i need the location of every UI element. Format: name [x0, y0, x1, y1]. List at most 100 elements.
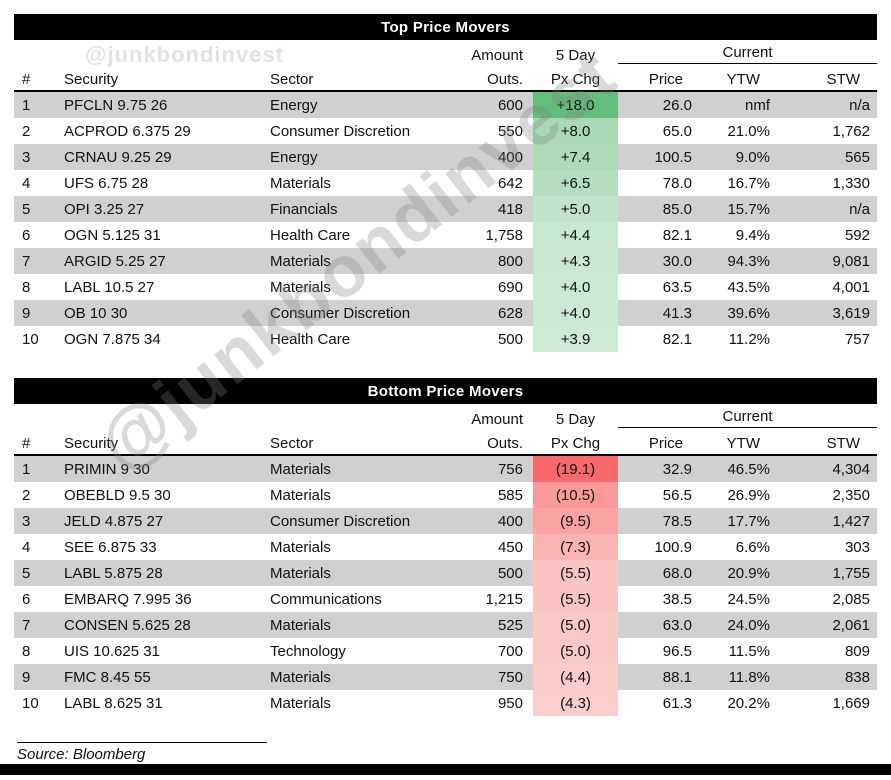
- cell-sector: Communications: [270, 590, 382, 608]
- cell-sector: Health Care: [270, 330, 351, 348]
- cell-stw: 2,061: [832, 616, 870, 634]
- cell-security: OBEBLD 9.5 30: [64, 486, 171, 504]
- cell-ytw: 20.2%: [727, 694, 770, 712]
- table-row: 9 OB 10 30 Consumer Discretion 628 +4.0 …: [14, 300, 877, 326]
- table-row: 10 LABL 8.625 31 Materials 950 (4.3) 61.…: [14, 690, 877, 716]
- cell-px-chg: (19.1): [533, 456, 618, 482]
- table-row: 1 PRIMIN 9 30 Materials 756 (19.1) 32.9 …: [14, 456, 877, 482]
- cell-ytw: 24.5%: [727, 590, 770, 608]
- table-row: 3 JELD 4.875 27 Consumer Discretion 400 …: [14, 508, 877, 534]
- cell-price: 96.5: [662, 642, 692, 660]
- cell-amount-outs: 418: [497, 200, 523, 218]
- cell-security: LABL 10.5 27: [64, 278, 155, 296]
- cell-price: 85.0: [662, 200, 692, 218]
- cell-ytw: 15.7%: [727, 200, 770, 218]
- col-header-stw: STW: [826, 71, 860, 88]
- cell-security: JELD 4.875 27: [64, 512, 164, 530]
- cell-security: OB 10 30: [64, 304, 128, 322]
- cell-rank: 8: [22, 278, 31, 296]
- col-header-price: Price: [648, 435, 683, 452]
- cell-sector: Health Care: [270, 226, 351, 244]
- cell-px-chg: (10.5): [533, 482, 618, 508]
- cell-amount-outs: 628: [497, 304, 523, 322]
- cell-price: 63.0: [662, 616, 692, 634]
- cell-amount-outs: 750: [497, 668, 523, 686]
- cell-amount-outs: 600: [497, 96, 523, 114]
- cell-security: FMC 8.45 55: [64, 668, 151, 686]
- table-row: 6 EMBARQ 7.995 36 Communications 1,215 (…: [14, 586, 877, 612]
- table-row: 10 OGN 7.875 34 Health Care 500 +3.9 82.…: [14, 326, 877, 352]
- table-row: 7 ARGID 5.25 27 Materials 800 +4.3 30.0 …: [14, 248, 877, 274]
- col-header-security: Security: [64, 71, 119, 88]
- cell-rank: 7: [22, 252, 31, 270]
- col-header-sector: Sector: [270, 435, 314, 452]
- cell-stw: 1,427: [832, 512, 870, 530]
- cell-sector: Materials: [270, 252, 331, 270]
- cell-amount-outs: 500: [497, 330, 523, 348]
- cell-security: LABL 5.875 28: [64, 564, 163, 582]
- col-header-five-day: 5 Day: [555, 47, 596, 64]
- cell-px-chg: +4.0: [533, 274, 618, 300]
- table-row: 2 OBEBLD 9.5 30 Materials 585 (10.5) 56.…: [14, 482, 877, 508]
- cell-security: OGN 7.875 34: [64, 330, 161, 348]
- cell-px-chg: (5.5): [533, 560, 618, 586]
- cell-security: OGN 5.125 31: [64, 226, 161, 244]
- cell-price: 30.0: [662, 252, 692, 270]
- cell-price: 78.0: [662, 174, 692, 192]
- cell-ytw: 11.5%: [728, 642, 770, 660]
- cell-px-chg: (5.5): [533, 586, 618, 612]
- cell-sector: Materials: [270, 564, 331, 582]
- cell-sector: Materials: [270, 460, 331, 478]
- col-header-rank: #: [22, 71, 31, 88]
- cell-price: 82.1: [662, 330, 692, 348]
- cell-price: 88.1: [662, 668, 692, 686]
- cell-sector: Energy: [270, 148, 318, 166]
- table-row: 3 CRNAU 9.25 29 Energy 400 +7.4 100.5 9.…: [14, 144, 877, 170]
- table-row: 4 UFS 6.75 28 Materials 642 +6.5 78.0 16…: [14, 170, 877, 196]
- cell-rank: 9: [22, 668, 31, 686]
- table-body: 1 PRIMIN 9 30 Materials 756 (19.1) 32.9 …: [14, 456, 877, 716]
- cell-amount-outs: 756: [497, 460, 523, 478]
- cell-price: 41.3: [662, 304, 692, 322]
- table-row: 7 CONSEN 5.625 28 Materials 525 (5.0) 63…: [14, 612, 877, 638]
- cell-rank: 5: [22, 200, 31, 218]
- cell-rank: 7: [22, 616, 31, 634]
- cell-px-chg: +4.3: [533, 248, 618, 274]
- cell-stw: 1,669: [832, 694, 870, 712]
- cell-rank: 6: [22, 226, 31, 244]
- cell-stw: 809: [844, 642, 870, 660]
- cell-amount-outs: 400: [497, 148, 523, 166]
- cell-px-chg: (9.5): [533, 508, 618, 534]
- cell-stw: n/a: [849, 200, 870, 218]
- col-header-outs: Outs.: [487, 71, 523, 88]
- cell-amount-outs: 950: [497, 694, 523, 712]
- cell-ytw: 9.4%: [735, 226, 770, 244]
- cell-sector: Consumer Discretion: [270, 512, 411, 530]
- col-header-security: Security: [64, 435, 119, 452]
- cell-rank: 4: [22, 538, 31, 556]
- cell-ytw: 20.9%: [727, 564, 770, 582]
- cell-ytw: 17.7%: [727, 512, 770, 530]
- cell-price: 78.5: [662, 512, 692, 530]
- cell-sector: Materials: [270, 694, 331, 712]
- cell-px-chg: +18.0: [533, 92, 618, 118]
- cell-stw: 565: [844, 148, 870, 166]
- cell-amount-outs: 800: [497, 252, 523, 270]
- cell-price: 61.3: [662, 694, 692, 712]
- cell-security: CRNAU 9.25 29: [64, 148, 172, 166]
- table-row: 6 OGN 5.125 31 Health Care 1,758 +4.4 82…: [14, 222, 877, 248]
- column-header-row: # Security Sector Outs. Px Chg Price YTW…: [14, 64, 877, 92]
- table-row: 5 LABL 5.875 28 Materials 500 (5.5) 68.0…: [14, 560, 877, 586]
- table-row: 1 PFCLN 9.75 26 Energy 600 +18.0 26.0 nm…: [14, 92, 877, 118]
- col-header-current: Current: [618, 408, 877, 428]
- cell-ytw: 46.5%: [727, 460, 770, 478]
- cell-amount-outs: 400: [497, 512, 523, 530]
- cell-amount-outs: 525: [497, 616, 523, 634]
- col-header-sector: Sector: [270, 71, 314, 88]
- cell-ytw: 43.5%: [727, 278, 770, 296]
- cell-ytw: 94.3%: [727, 252, 770, 270]
- cell-rank: 9: [22, 304, 31, 322]
- cell-amount-outs: 642: [497, 174, 523, 192]
- col-header-amount: Amount: [471, 411, 523, 428]
